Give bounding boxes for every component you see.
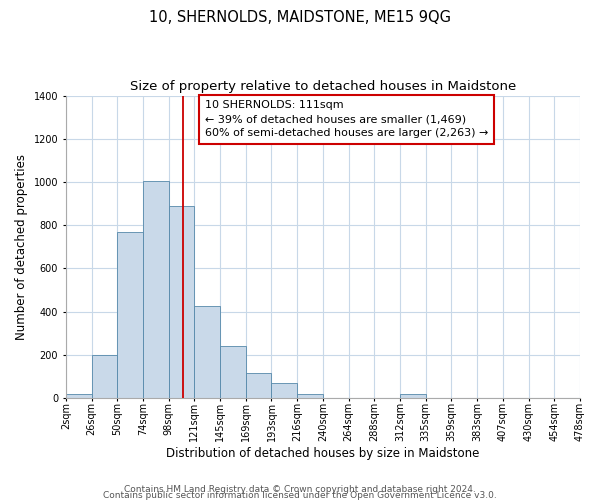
Bar (92, 355, 117, 398)
Text: Contains public sector information licensed under the Open Government Licence v3: Contains public sector information licen… (103, 490, 497, 500)
Title: Size of property relative to detached houses in Maidstone: Size of property relative to detached ho… (130, 80, 516, 93)
Bar (246, 373, 271, 398)
Text: 10, SHERNOLDS, MAIDSTONE, ME15 9QG: 10, SHERNOLDS, MAIDSTONE, ME15 9QG (149, 10, 451, 25)
Bar (220, 346, 246, 398)
Bar (194, 306, 220, 398)
X-axis label: Distribution of detached houses by size in Maidstone: Distribution of detached houses by size … (166, 447, 479, 460)
Bar (297, 394, 323, 398)
Bar (400, 394, 426, 398)
Bar (271, 383, 297, 398)
Bar (66, 394, 92, 398)
Text: Contains HM Land Registry data © Crown copyright and database right 2024.: Contains HM Land Registry data © Crown c… (124, 484, 476, 494)
Bar (169, 206, 194, 398)
Bar (143, 181, 169, 398)
Y-axis label: Number of detached properties: Number of detached properties (15, 154, 28, 340)
Bar (117, 232, 143, 398)
Text: 10 SHERNOLDS: 111sqm
← 39% of detached houses are smaller (1,469)
60% of semi-de: 10 SHERNOLDS: 111sqm ← 39% of detached h… (205, 100, 488, 138)
